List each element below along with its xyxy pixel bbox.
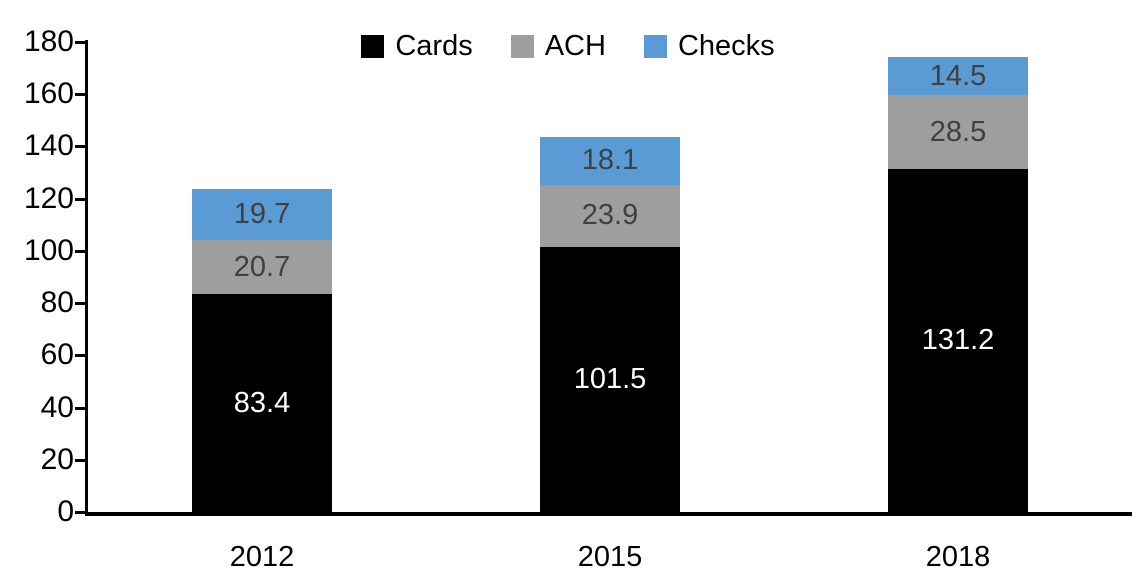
legend-swatch-icon xyxy=(361,35,385,58)
y-axis-tick-label: 80 xyxy=(40,286,74,320)
bar-segment-cards-2012: 83.4 xyxy=(192,294,332,512)
data-label: 83.4 xyxy=(233,386,291,419)
legend-label: Cards xyxy=(395,30,473,62)
data-label: 19.7 xyxy=(233,197,291,230)
bar-segment-ach-2018: 28.5 xyxy=(888,95,1028,170)
bar-segment-checks-2012: 19.7 xyxy=(192,188,332,241)
y-axis-line xyxy=(85,40,88,516)
data-label: 131.2 xyxy=(921,324,995,357)
y-axis-tick xyxy=(75,249,85,253)
y-axis-tick xyxy=(75,511,85,514)
y-axis-tick xyxy=(75,93,85,97)
y-axis-tick-label: 60 xyxy=(40,338,74,372)
y-axis-tick xyxy=(75,354,85,358)
bar-2015: 18.1 23.9 101.5 xyxy=(540,137,680,512)
y-axis-tick-label: 20 xyxy=(40,442,74,476)
bar-segment-cards-2015: 101.5 xyxy=(540,246,680,512)
bar-2018: 14.5 28.5 131.2 xyxy=(888,57,1028,512)
x-axis-category-label: 2018 xyxy=(925,541,991,573)
data-label: 18.1 xyxy=(581,144,639,177)
y-axis-tick xyxy=(75,302,85,306)
legend-swatch-icon xyxy=(510,35,534,58)
bar-segment-ach-2012: 20.7 xyxy=(192,240,332,295)
bar-segment-cards-2018: 131.2 xyxy=(888,169,1028,512)
legend-item-ach: ACH xyxy=(510,30,606,62)
x-axis-line xyxy=(85,512,1132,516)
data-label: 28.5 xyxy=(929,115,987,148)
bar-segment-checks-2018: 14.5 xyxy=(888,57,1028,95)
bar-segment-ach-2015: 23.9 xyxy=(540,184,680,247)
chart-legend: Cards ACH Checks xyxy=(0,32,1136,61)
y-axis-tick-label: 180 xyxy=(23,25,74,58)
bar-2012: 19.7 20.7 83.4 xyxy=(192,188,332,512)
data-label: 20.7 xyxy=(233,250,291,283)
legend-item-checks: Checks xyxy=(643,30,775,62)
legend-label: ACH xyxy=(544,30,606,62)
y-axis-tick xyxy=(75,458,85,462)
y-axis-tick xyxy=(75,197,85,201)
x-axis-category-label: 2015 xyxy=(577,541,643,573)
y-axis-tick-label: 120 xyxy=(23,181,74,215)
y-axis-tick-label: 40 xyxy=(40,390,74,424)
y-axis-tick xyxy=(75,406,85,410)
y-axis-tick xyxy=(75,41,85,44)
data-label: 23.9 xyxy=(581,199,639,232)
y-axis-tick-label: 140 xyxy=(23,129,74,163)
y-axis-tick xyxy=(75,145,85,149)
legend-label: Checks xyxy=(677,30,775,62)
y-axis-tick-label: 0 xyxy=(57,495,74,528)
x-axis-category-label: 2012 xyxy=(229,541,295,573)
bar-segment-checks-2015: 18.1 xyxy=(540,137,680,185)
data-label: 101.5 xyxy=(573,362,647,395)
y-axis-tick-label: 100 xyxy=(23,233,74,267)
y-axis-tick-label: 160 xyxy=(23,77,74,111)
legend-item-cards: Cards xyxy=(361,30,473,62)
legend-swatch-icon xyxy=(643,35,667,58)
data-label: 14.5 xyxy=(929,59,987,92)
